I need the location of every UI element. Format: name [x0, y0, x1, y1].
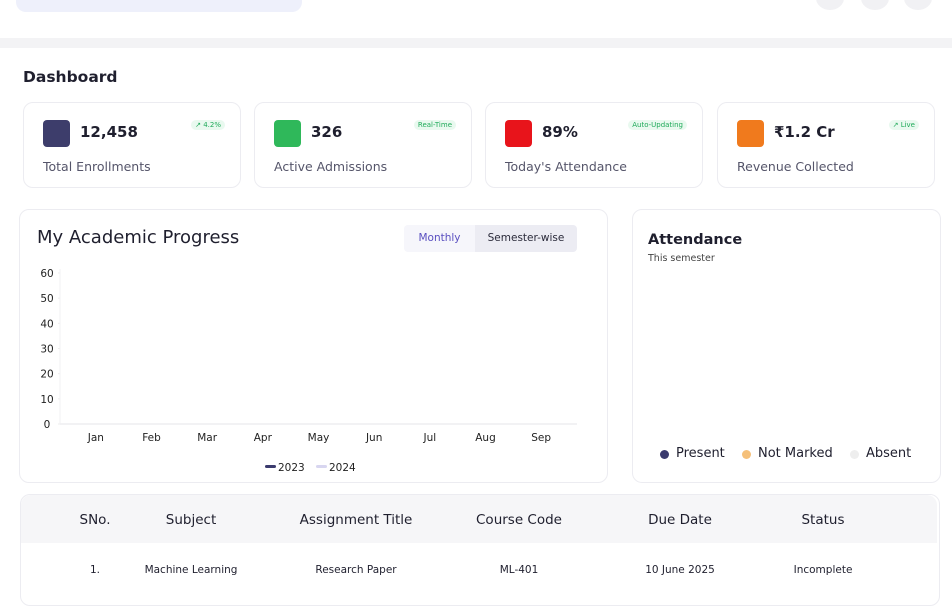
stat-icon [274, 120, 301, 147]
toggle-semester[interactable]: Semester-wise [475, 225, 577, 252]
attendance-subtitle: This semester [648, 253, 715, 264]
legend-label: Present [676, 446, 725, 461]
toggle-monthly[interactable]: Monthly [404, 225, 475, 252]
progress-card [19, 209, 608, 483]
stat-badge: Real-Time [413, 120, 456, 130]
x-tick-label: Mar [197, 432, 217, 444]
table-cell: Incomplete [793, 564, 853, 576]
stat-value: 89% [542, 123, 578, 141]
y-tick-label: 40 [40, 318, 53, 330]
column-header: Due Date [648, 512, 712, 528]
separator [0, 38, 952, 48]
column-header: Assignment Title [299, 512, 413, 528]
stat-label: Active Admissions [274, 159, 388, 174]
x-tick-label: Sep [531, 432, 551, 444]
table-cell: 10 June 2025 [645, 564, 715, 576]
y-tick-label: 60 [40, 268, 53, 280]
legend-swatch [316, 465, 327, 468]
column-header: Course Code [476, 512, 562, 528]
x-tick-label: Jun [365, 432, 382, 444]
stat-value: 326 [311, 123, 343, 141]
legend-swatch [265, 465, 276, 468]
stat-value: ₹1.2 Cr [774, 123, 835, 141]
table-cell: 1. [89, 564, 101, 576]
column-header: Status [801, 512, 845, 528]
table-cell: Machine Learning [144, 564, 238, 576]
x-tick-label: Apr [254, 432, 273, 444]
stat-icon [505, 120, 532, 147]
legend-dot [850, 450, 859, 459]
table-cell: ML-401 [499, 564, 539, 576]
x-tick-label: May [308, 432, 330, 444]
x-tick-label: Aug [475, 432, 496, 444]
stat-label: Today's Attendance [505, 159, 627, 174]
stat-badge: ↗ Live [888, 120, 919, 130]
legend-label: 2024 [329, 462, 356, 474]
stat-icon [737, 120, 764, 147]
y-tick-label: 10 [40, 394, 53, 406]
stat-label: Total Enrollments [43, 159, 151, 174]
legend-dot [742, 450, 751, 459]
icon-button[interactable] [904, 0, 932, 10]
y-tick-label: 0 [44, 419, 51, 431]
table-header [21, 495, 937, 543]
column-header: Subject [165, 512, 217, 528]
stat-badge: Auto-Updating [628, 120, 687, 130]
attendance-card [632, 209, 941, 483]
page-title: Dashboard [23, 68, 118, 86]
table-cell: Research Paper [315, 564, 397, 576]
stat-value: 12,458 [80, 123, 138, 141]
stat-badge: ↗ 4.2% [191, 120, 225, 130]
stat-label: Revenue Collected [737, 159, 854, 174]
icon-button[interactable] [816, 0, 844, 10]
y-tick-label: 50 [40, 293, 53, 305]
legend-dot [660, 450, 669, 459]
y-tick-label: 20 [40, 369, 53, 381]
progress-title: My Academic Progress [37, 227, 240, 248]
attendance-title: Attendance [648, 232, 743, 248]
legend-label: 2023 [278, 462, 305, 474]
progress-chart: 0 10 20 30 40 50 60 Jan Feb Mar Apr May Jun Jul Aug Sep… [40, 268, 577, 474]
stat-icon [43, 120, 70, 147]
x-tick-label: Jan [87, 432, 104, 444]
x-tick-label: Feb [142, 432, 161, 444]
legend-label: Absent [866, 446, 912, 461]
column-header: SNo. [79, 512, 111, 528]
icon-button[interactable] [861, 0, 889, 10]
x-tick-label: Jul [422, 432, 436, 444]
stat-card [485, 102, 703, 188]
search-box[interactable] [16, 0, 302, 12]
legend-label: Not Marked [758, 446, 833, 461]
y-tick-label: 30 [40, 344, 53, 356]
